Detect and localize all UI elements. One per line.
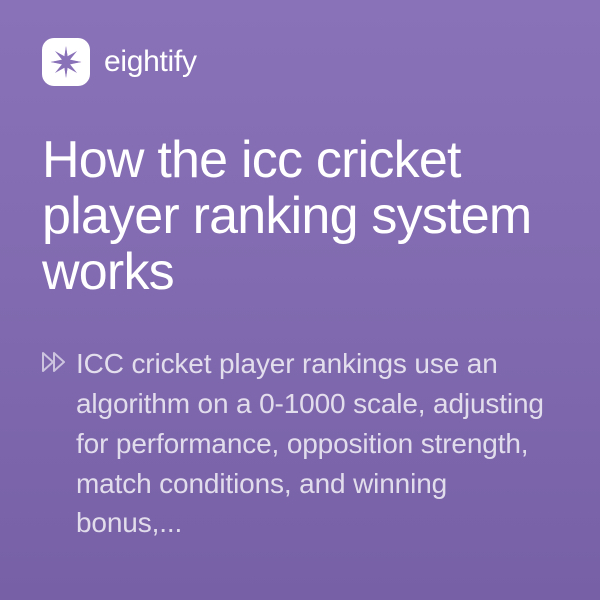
brand-row: eightify: [42, 38, 558, 86]
page-title: How the icc cricket player ranking syste…: [42, 132, 558, 300]
brand-logo: [42, 38, 90, 86]
brand-name: eightify: [104, 45, 197, 79]
sparkle-icon: [49, 45, 83, 79]
fast-forward-icon: [42, 351, 66, 373]
summary-text: ICC cricket player rankings use an algor…: [76, 344, 558, 543]
summary-row: ICC cricket player rankings use an algor…: [42, 344, 558, 543]
